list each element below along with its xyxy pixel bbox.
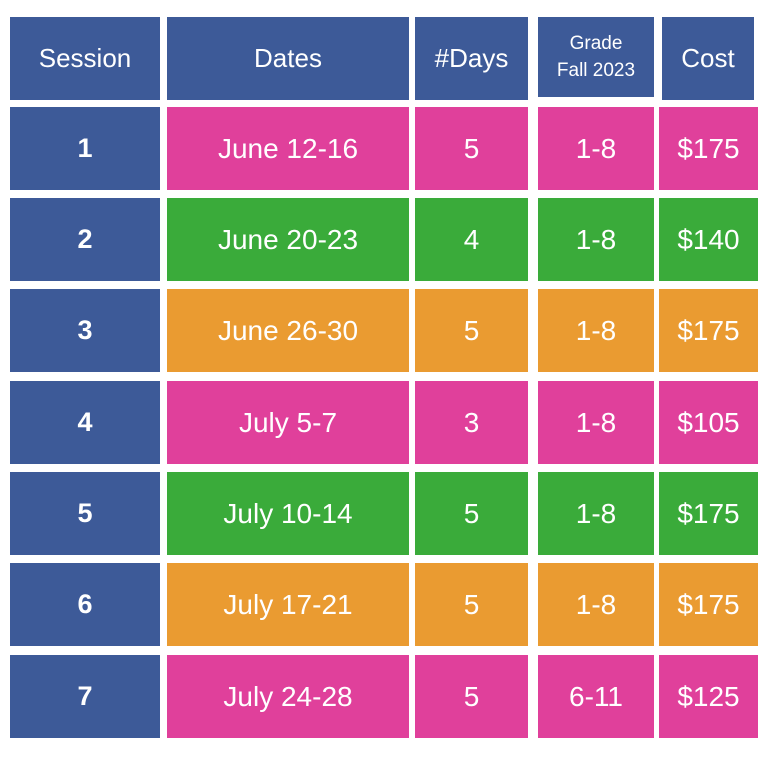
header-dates: Dates bbox=[167, 17, 409, 100]
session-cell: 2 bbox=[10, 198, 160, 281]
header-days: #Days bbox=[415, 17, 528, 100]
header-cost: Cost bbox=[662, 17, 754, 100]
dates-cell: June 12-16 bbox=[167, 107, 409, 190]
session-cell: 5 bbox=[10, 472, 160, 555]
header-grade: Grade Fall 2023 bbox=[538, 17, 654, 97]
grade-cell: 1-8 bbox=[538, 563, 654, 646]
days-cell: 5 bbox=[415, 107, 528, 190]
cost-cell: $175 bbox=[659, 289, 758, 372]
days-cell: 4 bbox=[415, 198, 528, 281]
session-cell: 1 bbox=[10, 107, 160, 190]
cost-cell: $140 bbox=[659, 198, 758, 281]
session-cell: 4 bbox=[10, 381, 160, 464]
header-grade-line2: Fall 2023 bbox=[556, 60, 636, 81]
dates-cell: July 5-7 bbox=[167, 381, 409, 464]
grade-cell: 1-8 bbox=[538, 198, 654, 281]
dates-cell: July 17-21 bbox=[167, 563, 409, 646]
cost-cell: $175 bbox=[659, 107, 758, 190]
cost-cell: $125 bbox=[659, 655, 758, 738]
dates-cell: July 10-14 bbox=[167, 472, 409, 555]
days-cell: 3 bbox=[415, 381, 528, 464]
grade-cell: 1-8 bbox=[538, 472, 654, 555]
grade-cell: 6-11 bbox=[538, 655, 654, 738]
days-cell: 5 bbox=[415, 472, 528, 555]
session-cell: 7 bbox=[10, 655, 160, 738]
session-cell: 6 bbox=[10, 563, 160, 646]
cost-cell: $105 bbox=[659, 381, 758, 464]
grade-cell: 1-8 bbox=[538, 107, 654, 190]
days-cell: 5 bbox=[415, 655, 528, 738]
dates-cell: July 24-28 bbox=[167, 655, 409, 738]
dates-cell: June 20-23 bbox=[167, 198, 409, 281]
grade-cell: 1-8 bbox=[538, 381, 654, 464]
session-cell: 3 bbox=[10, 289, 160, 372]
cost-cell: $175 bbox=[659, 563, 758, 646]
days-cell: 5 bbox=[415, 563, 528, 646]
cost-cell: $175 bbox=[659, 472, 758, 555]
header-session: Session bbox=[10, 17, 160, 100]
header-grade-line1: Grade bbox=[569, 33, 623, 54]
grade-cell: 1-8 bbox=[538, 289, 654, 372]
dates-cell: June 26-30 bbox=[167, 289, 409, 372]
days-cell: 5 bbox=[415, 289, 528, 372]
